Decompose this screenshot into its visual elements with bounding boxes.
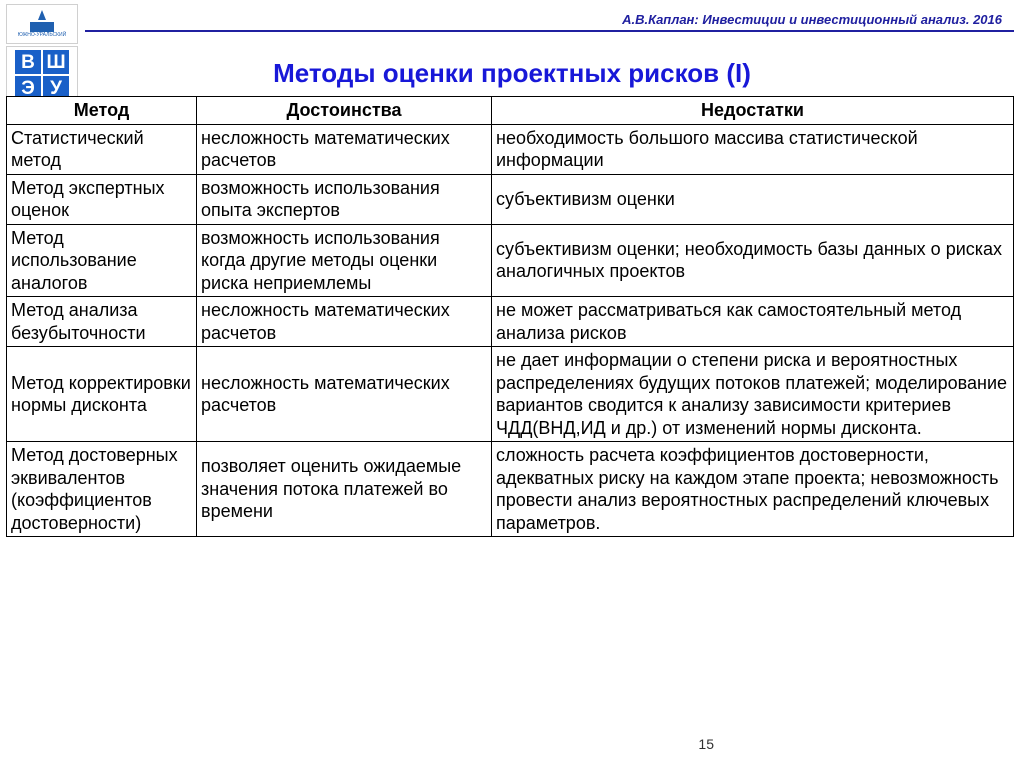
col-header-advantages: Достоинства bbox=[197, 97, 492, 125]
cell-method: Метод использование аналогов bbox=[7, 224, 197, 297]
table-header-row: Метод Достоинства Недостатки bbox=[7, 97, 1014, 125]
cell-advantages: позволяет оценить ожидаемые значения пот… bbox=[197, 442, 492, 537]
cell-disadvantages: субъективизм оценки; необходимость базы … bbox=[492, 224, 1014, 297]
col-header-method: Метод bbox=[7, 97, 197, 125]
cell-advantages: возможность использования когда другие м… bbox=[197, 224, 492, 297]
header-author-line: А.В.Каплан: Инвестиции и инвестиционный … bbox=[622, 12, 1002, 27]
methods-table: Метод Достоинства Недостатки Статистичес… bbox=[6, 96, 1014, 537]
cell-advantages: несложность математических расчетов bbox=[197, 347, 492, 442]
table-row: Метод использование аналогов возможность… bbox=[7, 224, 1014, 297]
cell-disadvantages: субъективизм оценки bbox=[492, 174, 1014, 224]
cell-advantages: несложность математических расчетов bbox=[197, 124, 492, 174]
cell-method: Метод достоверных эквивалентов (коэффици… bbox=[7, 442, 197, 537]
cell-method: Статистический метод bbox=[7, 124, 197, 174]
table-row: Статистический метод несложность математ… bbox=[7, 124, 1014, 174]
methods-table-wrap: Метод Достоинства Недостатки Статистичес… bbox=[6, 96, 1014, 537]
page-number: 15 bbox=[698, 736, 714, 752]
cell-method: Метод корректировки нормы дисконта bbox=[7, 347, 197, 442]
header-bar: А.В.Каплан: Инвестиции и инвестиционный … bbox=[85, 8, 1014, 32]
table-row: Метод анализа безубыточности несложность… bbox=[7, 297, 1014, 347]
cell-method: Метод анализа безубыточности bbox=[7, 297, 197, 347]
cell-disadvantages: не дает информации о степени риска и вер… bbox=[492, 347, 1014, 442]
logo-university: ЮЖНО-УРАЛЬСКИЙ bbox=[6, 4, 78, 44]
cell-advantages: несложность математических расчетов bbox=[197, 297, 492, 347]
col-header-disadvantages: Недостатки bbox=[492, 97, 1014, 125]
table-row: Метод корректировки нормы дисконта несло… bbox=[7, 347, 1014, 442]
logo-tower-icon bbox=[28, 10, 56, 32]
cell-disadvantages: необходимость большого массива статистич… bbox=[492, 124, 1014, 174]
cell-method: Метод экспертных оценок bbox=[7, 174, 197, 224]
table-row: Метод достоверных эквивалентов (коэффици… bbox=[7, 442, 1014, 537]
cell-disadvantages: не может рассматриваться как самостоятел… bbox=[492, 297, 1014, 347]
page-title: Методы оценки проектных рисков (I) bbox=[0, 58, 1024, 89]
cell-disadvantages: сложность расчета коэффициентов достовер… bbox=[492, 442, 1014, 537]
logo-top-text: ЮЖНО-УРАЛЬСКИЙ bbox=[18, 33, 67, 38]
cell-advantages: возможность использования опыта эксперто… bbox=[197, 174, 492, 224]
table-row: Метод экспертных оценок возможность испо… bbox=[7, 174, 1014, 224]
